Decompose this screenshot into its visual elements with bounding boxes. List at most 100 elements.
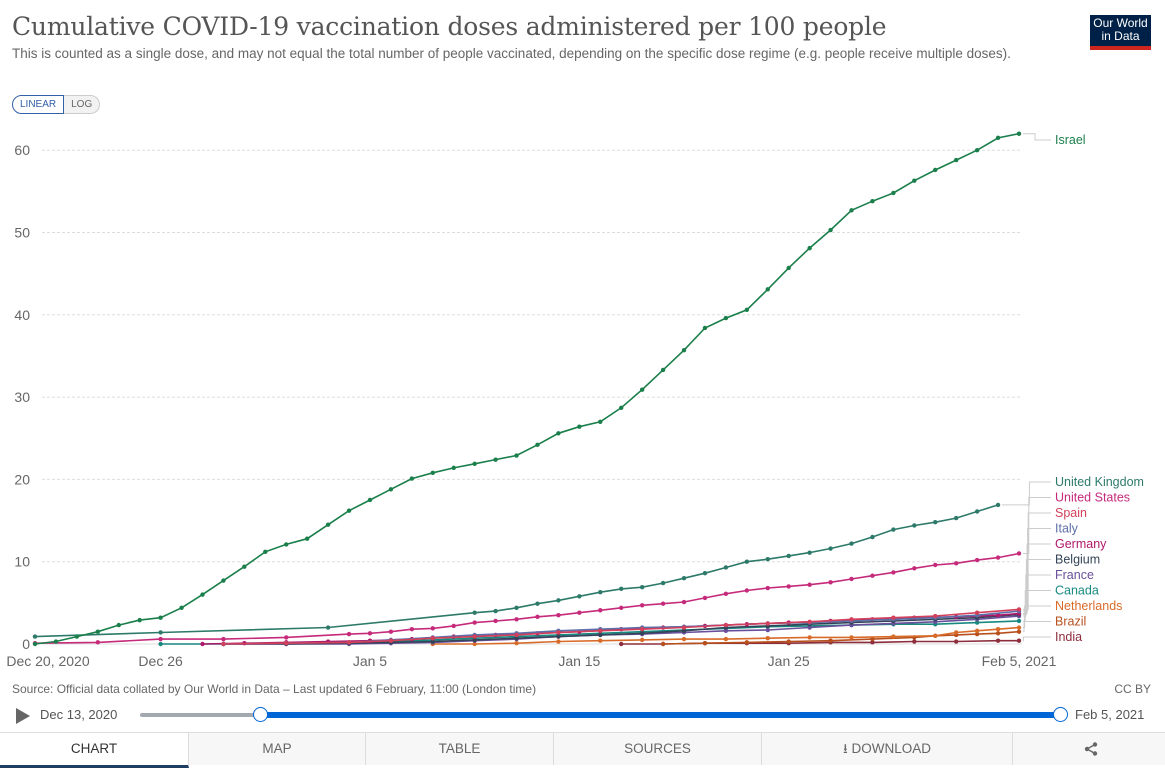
data-point[interactable] <box>807 635 812 640</box>
data-point[interactable] <box>472 610 477 615</box>
data-point[interactable] <box>639 637 645 643</box>
data-point[interactable] <box>953 630 959 635</box>
data-point[interactable] <box>933 562 938 568</box>
data-point[interactable] <box>556 639 561 644</box>
data-point[interactable] <box>493 618 498 624</box>
data-point[interactable] <box>933 519 938 525</box>
data-point[interactable] <box>765 627 770 633</box>
data-point[interactable] <box>828 580 833 585</box>
data-point[interactable] <box>430 626 435 631</box>
data-point[interactable] <box>660 601 666 606</box>
data-point[interactable] <box>723 622 729 628</box>
data-point[interactable] <box>1016 551 1022 556</box>
data-point[interactable] <box>953 561 959 566</box>
data-point[interactable] <box>723 636 729 642</box>
data-point[interactable] <box>828 638 833 643</box>
data-point[interactable] <box>388 487 394 492</box>
data-point[interactable] <box>681 347 687 353</box>
data-point[interactable] <box>221 636 226 642</box>
data-point[interactable] <box>158 636 163 642</box>
data-point[interactable] <box>702 595 708 601</box>
data-point[interactable] <box>367 631 373 636</box>
data-point[interactable] <box>619 405 624 410</box>
data-point[interactable] <box>514 640 519 646</box>
owid-logo[interactable]: Our World in Data <box>1090 15 1151 50</box>
data-point[interactable] <box>388 629 394 634</box>
data-point[interactable] <box>765 287 770 292</box>
data-point[interactable] <box>995 631 1001 636</box>
data-point[interactable] <box>284 542 289 547</box>
data-point[interactable] <box>933 613 938 619</box>
data-point[interactable] <box>493 457 498 462</box>
data-point[interactable] <box>514 617 519 622</box>
data-point[interactable] <box>786 584 791 589</box>
data-point[interactable] <box>619 641 624 647</box>
data-point[interactable] <box>995 612 1001 618</box>
data-point[interactable] <box>514 636 519 641</box>
data-point[interactable] <box>74 634 80 639</box>
data-point[interactable] <box>346 508 352 513</box>
legend-label-france[interactable]: France <box>1055 568 1094 582</box>
series-line[interactable] <box>223 610 1020 645</box>
timeline-end-handle[interactable] <box>1053 707 1068 722</box>
data-point[interactable] <box>577 610 582 615</box>
legend-label-italy[interactable]: Italy <box>1055 522 1079 536</box>
data-point[interactable] <box>995 135 1001 141</box>
legend-label-united-states[interactable]: United States <box>1055 491 1130 505</box>
data-point[interactable] <box>158 630 163 635</box>
data-point[interactable] <box>702 640 708 646</box>
data-point[interactable] <box>912 566 917 571</box>
data-point[interactable] <box>681 575 687 581</box>
data-point[interactable] <box>849 617 854 622</box>
data-point[interactable] <box>912 639 917 644</box>
data-point[interactable] <box>451 623 456 629</box>
data-point[interactable] <box>870 640 875 645</box>
data-point[interactable] <box>1016 629 1022 634</box>
data-point[interactable] <box>681 636 687 642</box>
data-point[interactable] <box>1016 638 1022 643</box>
data-point[interactable] <box>849 541 854 546</box>
data-point[interactable] <box>179 605 184 610</box>
legend-label-canada[interactable]: Canada <box>1055 584 1099 598</box>
data-point[interactable] <box>995 502 1001 508</box>
series-line[interactable] <box>34 504 999 638</box>
data-point[interactable] <box>681 599 687 605</box>
data-point[interactable] <box>891 615 896 620</box>
data-point[interactable] <box>221 641 226 647</box>
data-point[interactable] <box>995 555 1001 560</box>
data-point[interactable] <box>472 620 477 625</box>
data-point[interactable] <box>598 628 603 634</box>
data-point[interactable] <box>660 580 666 586</box>
data-point[interactable] <box>32 641 38 647</box>
data-point[interactable] <box>577 424 582 429</box>
data-point[interactable] <box>891 634 896 639</box>
data-point[interactable] <box>242 564 247 569</box>
data-point[interactable] <box>639 387 645 392</box>
data-point[interactable] <box>974 148 980 153</box>
data-point[interactable] <box>702 325 708 331</box>
data-point[interactable] <box>619 605 624 610</box>
data-point[interactable] <box>723 565 729 570</box>
data-point[interactable] <box>409 626 415 632</box>
data-point[interactable] <box>221 578 226 583</box>
data-point[interactable] <box>598 638 603 643</box>
data-point[interactable] <box>514 632 519 638</box>
data-point[interactable] <box>598 632 603 638</box>
data-point[interactable] <box>200 592 205 597</box>
data-point[interactable] <box>598 419 603 424</box>
log-scale-button[interactable]: LOG <box>64 95 101 114</box>
data-point[interactable] <box>430 636 435 641</box>
tab-map[interactable]: MAP <box>189 733 366 765</box>
tab-table[interactable]: TABLE <box>366 733 554 765</box>
data-point[interactable] <box>870 573 875 578</box>
legend-label-israel[interactable]: Israel <box>1055 133 1086 147</box>
data-point[interactable] <box>807 245 812 251</box>
data-point[interactable] <box>723 628 729 634</box>
data-point[interactable] <box>639 626 645 632</box>
data-point[interactable] <box>912 523 917 528</box>
legend-label-germany[interactable]: Germany <box>1055 537 1107 551</box>
data-point[interactable] <box>556 431 561 436</box>
data-point[interactable] <box>472 641 477 647</box>
data-point[interactable] <box>577 594 582 599</box>
data-point[interactable] <box>870 636 875 642</box>
